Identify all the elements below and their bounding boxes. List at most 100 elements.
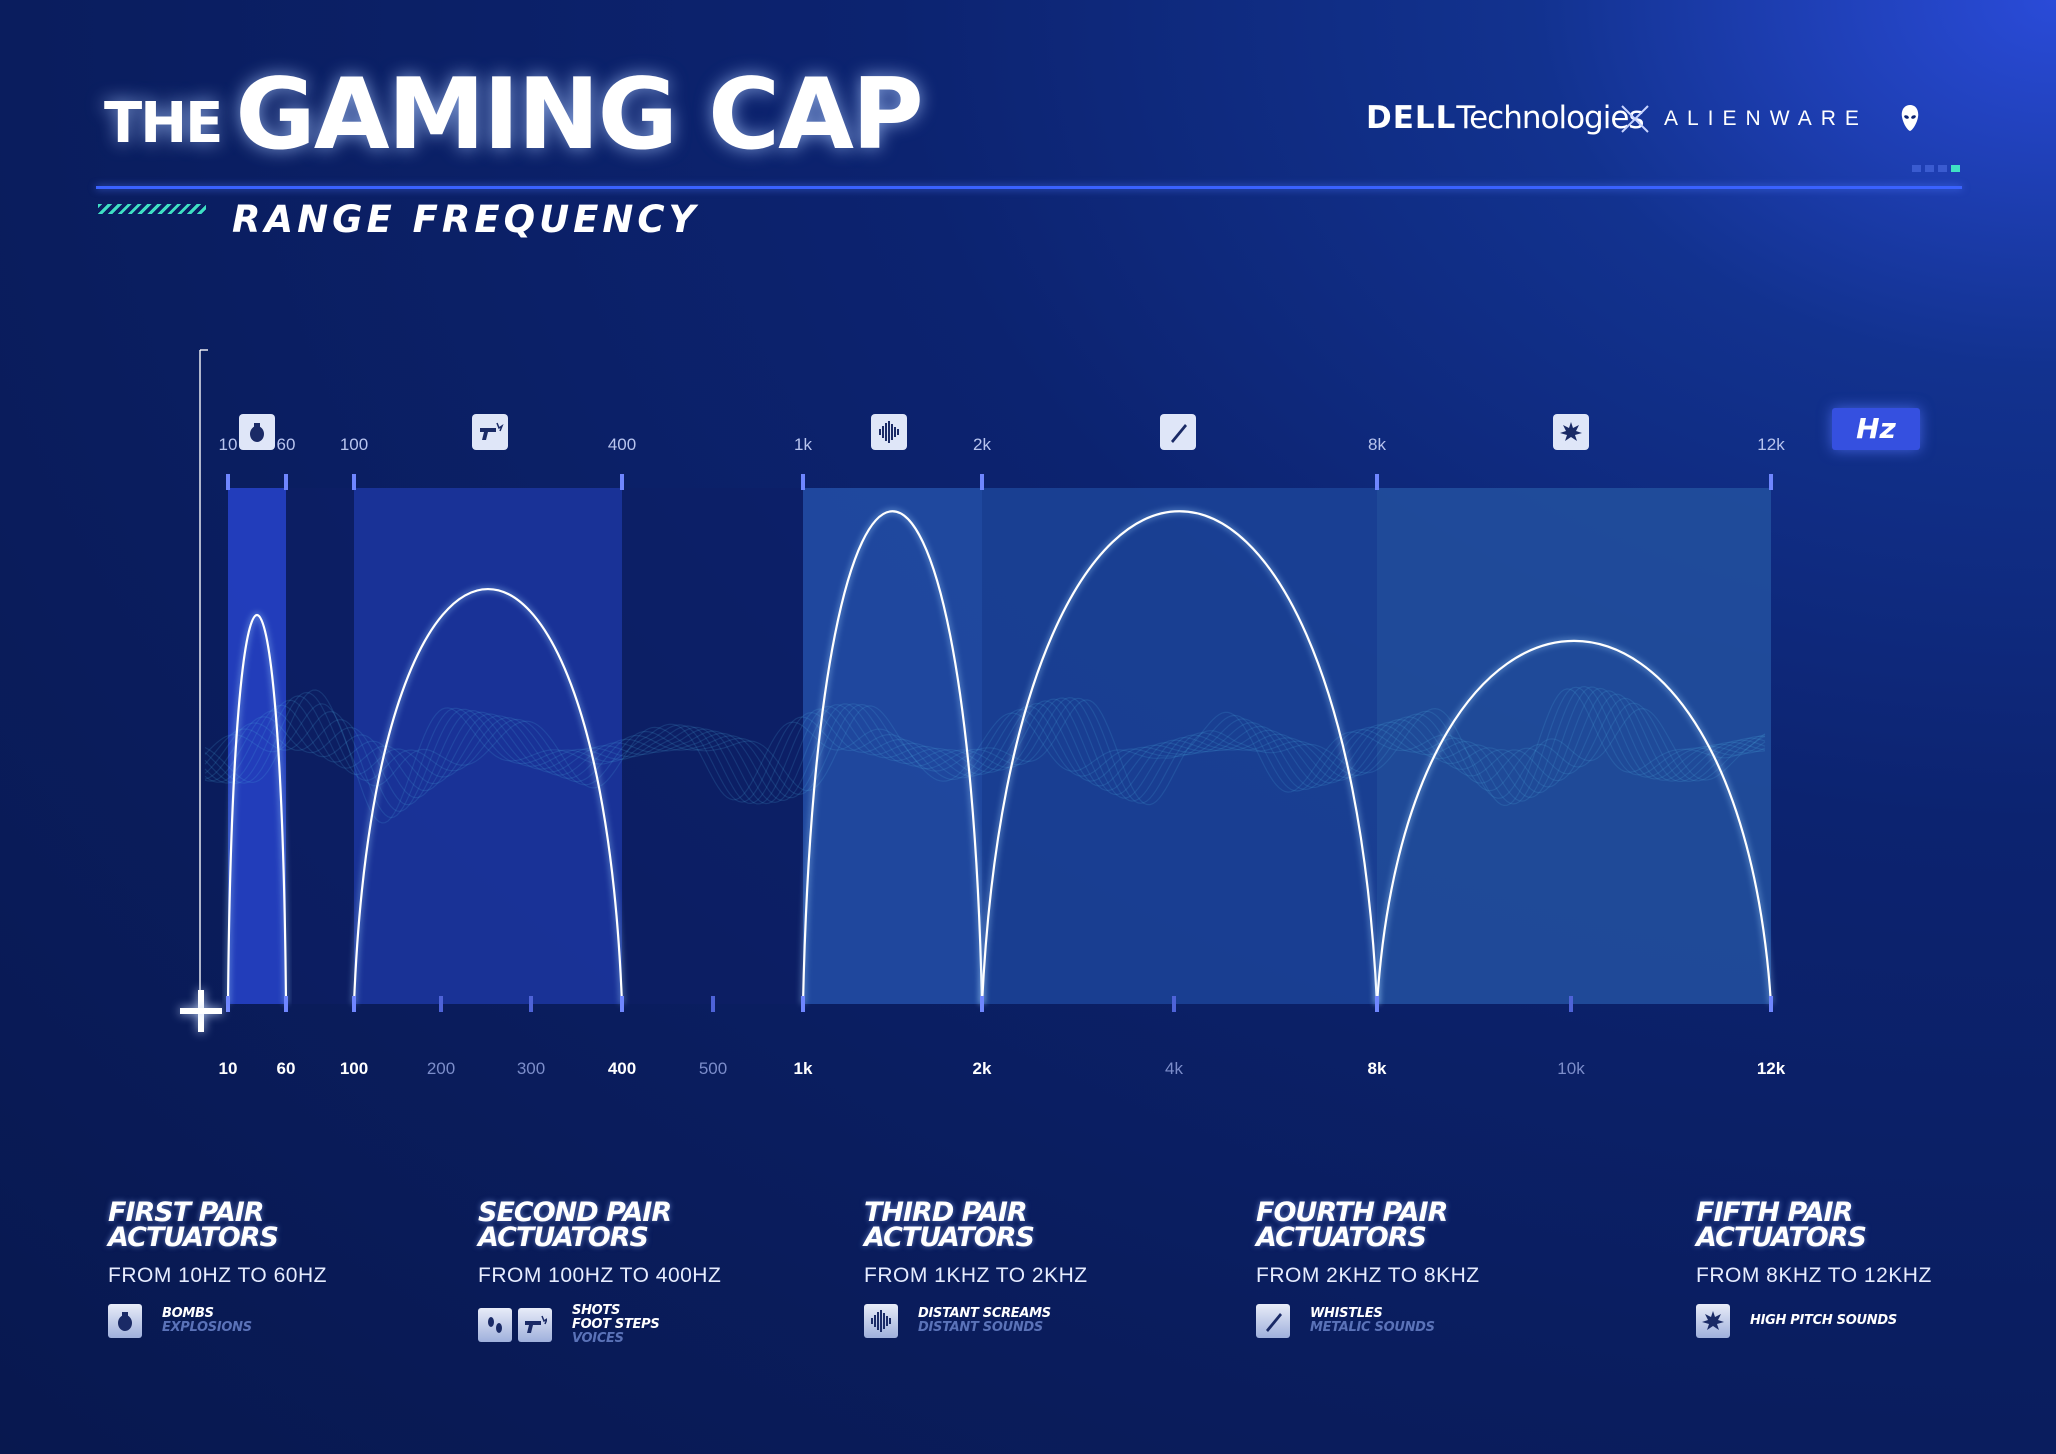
top-tick (284, 474, 288, 490)
x-tick-label: 400 (608, 1059, 636, 1078)
title-gaming-cap: GAMING CAP (235, 58, 923, 172)
legend-sound-row: DISTANT SCREAMS DISTANT SOUNDS (864, 1304, 1088, 1338)
footsteps-icon (478, 1308, 512, 1342)
waveform-line (204, 689, 1766, 806)
waveform-line (204, 691, 1766, 804)
x-tick-60 (284, 996, 288, 1012)
top-tick-label: 10 (219, 435, 238, 454)
legend-block-4: FOURTH PAIR ACTUATORS FROM 2KHZ TO 8KHZ WHI… (1256, 1197, 1480, 1338)
legend-sound-labels: WHISTLES METALIC SOUNDS (1310, 1307, 1435, 1335)
waveform-line (204, 690, 1766, 804)
sound-wave-icon (871, 414, 907, 450)
x-tick-12k (1769, 996, 1773, 1012)
legend-title-line2: ACTUATORS (478, 1222, 649, 1253)
waveform-line (204, 695, 1766, 802)
legend-block-2: SECOND PAIR ACTUATORS FROM 100HZ TO 400HZ S… (478, 1199, 722, 1346)
whistle-icon (1256, 1304, 1290, 1338)
x-tick-label: 4k (1165, 1059, 1183, 1078)
legend-sound-labels: HIGH PITCH SOUNDS (1750, 1314, 1897, 1328)
whistle-icon (1160, 414, 1196, 450)
legend-title: FIRST PAIR ACTUATORS (108, 1199, 327, 1253)
curve-layer (225, 508, 1774, 1005)
title-the: THE (104, 91, 223, 156)
x-tick-500 (711, 996, 715, 1012)
x-tick-label: 8k (1368, 1059, 1387, 1078)
legend-block-3: THIRD PAIR ACTUATORS FROM 1KHZ TO 2KHZ DIST… (864, 1197, 1088, 1338)
curve-2 (352, 588, 624, 1005)
legend-title-line2: ACTUATORS (108, 1222, 279, 1253)
x-tick-label: 1k (794, 1059, 813, 1078)
x-tick-200 (439, 996, 443, 1012)
legend-sound-secondary: VOICES (572, 1331, 624, 1346)
chart-subtitle: RANGE FREQUENCY (232, 198, 700, 241)
x-tick-label: 12k (1757, 1059, 1786, 1078)
top-tick-label: 1k (794, 435, 812, 454)
page-title: THE GAMING CAP (104, 58, 924, 172)
gun-icon (518, 1308, 552, 1342)
legend-sound-labels: SHOTS FOOT STEPS VOICES (572, 1303, 660, 1346)
top-tick-label: 400 (608, 435, 636, 454)
waveform-line (204, 685, 1766, 813)
gun-icon (472, 414, 508, 450)
x-tick-label: 500 (699, 1059, 727, 1078)
x-tick-1k (801, 996, 805, 1012)
legend-title-line1: FOURTH PAIR (1256, 1197, 1448, 1228)
legend-title: FOURTH PAIR ACTUATORS (1256, 1197, 1480, 1253)
x-tick-8k (1375, 996, 1379, 1012)
top-tick (352, 474, 356, 490)
x-tick-300 (529, 996, 533, 1012)
legend-sound-labels: DISTANT SCREAMS DISTANT SOUNDS (918, 1307, 1051, 1335)
x-tick-label: 2k (973, 1059, 992, 1078)
x-tick-4k (1172, 996, 1176, 1012)
legend-title-line2: ACTUATORS (1696, 1222, 1867, 1253)
x-tick-2k (980, 996, 984, 1012)
hatch-decoration (98, 204, 206, 214)
legend-sound-row: HIGH PITCH SOUNDS (1696, 1304, 1932, 1338)
legend-sound-secondary: METALIC SOUNDS (1310, 1320, 1435, 1335)
waveform-line (204, 687, 1766, 805)
curve-1 (226, 614, 288, 1005)
legend-range: FROM 1KHZ TO 2KHZ (864, 1264, 1088, 1287)
x-tick-10 (226, 996, 230, 1012)
legend-sound-row: SHOTS FOOT STEPS VOICES (478, 1304, 721, 1346)
curve-3 (801, 510, 984, 1005)
legend-title-line1: THIRD PAIR (864, 1197, 1028, 1228)
top-tick-label: 2k (973, 435, 991, 454)
axis-layer (199, 349, 1790, 1012)
legend-title: SECOND PAIR ACTUATORS (478, 1199, 721, 1253)
label-layer: 10 60 100 200 300 400 500 1k 2k 4k 8k 10k 12k 10 60 100… (219, 435, 1786, 1078)
top-tick-label: 100 (340, 435, 368, 454)
x-tick-400 (620, 996, 624, 1012)
legend-title-line2: ACTUATORS (1256, 1222, 1427, 1253)
legend-sound-row: WHISTLES METALIC SOUNDS (1256, 1304, 1480, 1338)
band-4 (982, 488, 1377, 1004)
hz-unit-badge: Hz (1832, 408, 1920, 450)
curve-5 (1375, 640, 1773, 1005)
top-tick-label: 12k (1757, 435, 1785, 454)
legend-title: THIRD PAIR ACTUATORS (864, 1197, 1088, 1251)
alienware-logo-text: ALIENWARE (1664, 107, 1868, 130)
legend-sound-primary: SHOTS (572, 1303, 621, 1318)
legend-sound-primary: BOMBS (162, 1306, 214, 1321)
legend-range: FROM 100HZ TO 400HZ (478, 1264, 722, 1287)
cross-icon (1621, 105, 1649, 133)
explosion-icon (1553, 414, 1589, 450)
plus-icon (180, 990, 222, 1032)
sound-wave-icon (864, 1304, 898, 1338)
dell-technologies-logo: DELLTechnologies (1366, 100, 1645, 136)
top-tick-label: 8k (1368, 435, 1386, 454)
x-tick-label: 10k (1557, 1059, 1585, 1078)
waveform-line (204, 693, 1766, 802)
x-tick-label: 10 (219, 1059, 238, 1078)
x-tick-label: 60 (277, 1059, 296, 1078)
band-2 (354, 488, 622, 1004)
x-tick-label: 100 (340, 1059, 368, 1078)
legend-sound-secondary: DISTANT SOUNDS (918, 1320, 1043, 1335)
legend-range: FROM 2KHZ TO 8KHZ (1256, 1264, 1480, 1287)
legend-sound-labels: BOMBS EXPLOSIONS (162, 1307, 252, 1335)
band-icon-layer (239, 414, 1589, 450)
x-tick-100 (352, 996, 356, 1012)
top-tick (801, 474, 805, 490)
dell-logo-rest: Technologies (1456, 100, 1644, 136)
alienware-head-icon (1901, 105, 1919, 131)
